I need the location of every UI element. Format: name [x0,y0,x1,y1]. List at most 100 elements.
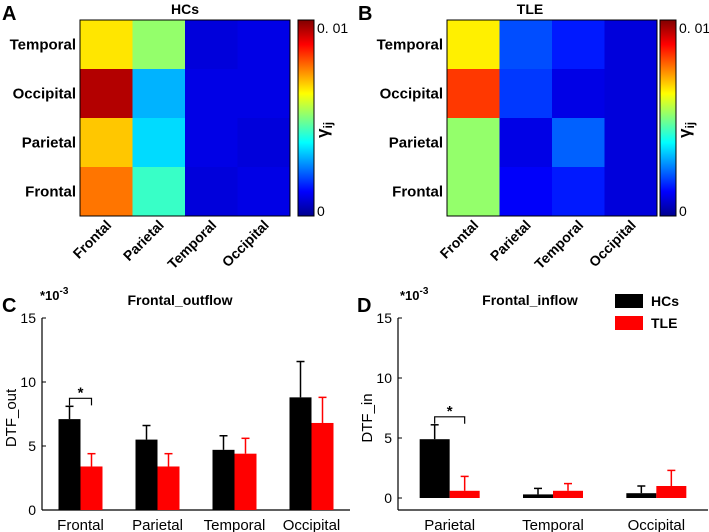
heatmap-cell-parietal-temporal [185,118,238,168]
heatmap-tle-title: TLE [517,1,543,17]
heatmap-row-label-parietal: Parietal [389,135,443,152]
heatmap-cell-temporal-occipital [604,20,658,70]
x-category-label-temporal: Temporal [522,517,584,532]
bar-chart-d-title: Frontal_inflow [482,292,578,308]
bar-hcs-parietal [135,439,158,510]
heatmap-row-label-parietal: Parietal [22,135,76,152]
heatmap-cell-occipital-parietal [499,69,553,119]
heatmap-tle-colorbar-min: 0 [679,203,687,219]
panel-letter-a: A [2,3,16,25]
bar-chart-c-ylabel: DTF_out [3,388,20,447]
heatmap-cell-temporal-frontal [80,20,133,70]
bar-hcs-occipital [289,397,312,510]
heatmap-column-label-occipital: Occipital [219,217,272,270]
heatmap-cell-parietal-frontal [80,118,133,168]
bar-hcs-temporal [523,494,553,498]
significance-star: * [447,403,453,420]
heatmap-cell-parietal-occipital [237,118,291,168]
heatmap-column-label-parietal: Parietal [487,217,534,264]
legend-label-tle: TLE [651,315,677,331]
heatmap-cell-frontal-temporal [185,167,238,217]
heatmap-cell-occipital-occipital [237,69,291,119]
heatmap-row-label-frontal: Frontal [25,184,76,201]
heatmap-cell-parietal-parietal [499,118,553,168]
heatmap-row-label-occipital: Occipital [13,86,76,103]
significance-star: * [78,384,84,401]
heatmap-cell-occipital-parietal [132,69,186,119]
y-tick-label-15: 15 [376,310,392,326]
y-tick-label-10: 10 [20,374,36,390]
heatmap-cell-parietal-occipital [604,118,658,168]
heatmap-cell-occipital-temporal [185,69,238,119]
heatmap-hcs-colorbar-label: γij [313,122,335,138]
heatmap-column-label-frontal: Frontal [70,217,115,262]
heatmap-row-label-frontal: Frontal [392,184,443,201]
heatmap-hcs-title: HCs [171,1,199,17]
svg-text:γij: γij [675,122,697,138]
x-category-label-occipital: Occipital [628,517,686,532]
heatmap-cell-occipital-occipital [604,69,658,119]
heatmap-cell-parietal-frontal [447,118,500,168]
heatmap-cell-frontal-parietal [499,167,553,217]
heatmap-hcs-colorbar [297,19,315,217]
bar-tle-frontal [80,466,103,510]
y-tick-label-10: 10 [376,370,392,386]
svg-text:DTF_out: DTF_out [3,388,20,447]
heatmap-tle-row-labels: Temporal Occipital Parietal Frontal [377,37,443,201]
heatmap-row-label-occipital: Occipital [380,86,443,103]
heatmap-cell-frontal-occipital [604,167,658,217]
bar-hcs-frontal [58,419,81,510]
y-tick-label-15: 15 [20,310,36,326]
heatmap-hcs-colorbar-max: 0. 01 [317,20,348,36]
bar-chart-c-title: Frontal_outflow [128,292,233,308]
bar-tle-occipital [656,486,687,498]
legend: HCs TLE [615,293,679,331]
heatmap-column-label-temporal: Temporal [531,217,586,272]
heatmap-column-label-temporal: Temporal [164,217,219,272]
legend-swatch-hcs [615,294,643,308]
heatmap-cell-temporal-occipital [237,20,291,70]
legend-swatch-tle [615,316,643,330]
heatmap-column-label-occipital: Occipital [586,217,639,270]
bar-chart-d-ylabel: DTF_in [359,393,376,442]
heatmap-cell-frontal-parietal [132,167,186,217]
heatmap-hcs-colorbar-min: 0 [317,203,325,219]
heatmap-row-label-temporal: Temporal [377,37,443,54]
heatmap-cell-temporal-temporal [552,20,605,70]
heatmap-cell-frontal-occipital [237,167,291,217]
bar-tle-parietal [157,466,180,510]
x-category-label-frontal: Frontal [57,517,104,532]
heatmap-cell-occipital-frontal [80,69,133,119]
svg-text:DTF_in: DTF_in [359,393,376,442]
bar-hcs-parietal [419,439,450,498]
heatmap-hcs-row-labels: Temporal Occipital Parietal Frontal [10,37,76,201]
heatmap-tle-frame [446,19,658,217]
heatmap-cell-frontal-frontal [80,167,133,217]
heatmap-tle-cells [447,20,658,217]
x-category-label-occipital: Occipital [283,517,341,532]
bar-chart-c-scale: *10-3 [40,286,69,303]
bar-hcs-temporal [212,449,235,510]
bar-tle-temporal [234,453,257,510]
bar-chart-d-scale: *10-3 [400,286,429,303]
bar-chart-c-marks: 0 5 10 15 Frontal Parietal Temporal Occipital * [20,310,350,532]
bar-chart-d-marks: 0 5 10 15 Parietal Temporal Occipital * [376,310,708,532]
heatmap-cell-parietal-temporal [552,118,605,168]
y-tick-label-5: 5 [384,430,392,446]
bar-tle-parietal [449,490,480,498]
bar-tle-occipital [311,422,334,510]
x-category-label-parietal: Parietal [424,517,475,532]
heatmap-cell-occipital-temporal [552,69,605,119]
heatmap-row-label-temporal: Temporal [10,37,76,54]
x-category-label-parietal: Parietal [132,517,183,532]
significance-bracket [68,397,93,406]
y-tick-label-0: 0 [384,490,392,506]
legend-label-hcs: HCs [651,293,679,309]
heatmap-column-label-parietal: Parietal [120,217,167,264]
panel-letter-d: D [357,295,371,317]
panel-letter-b: B [358,3,372,25]
heatmap-cell-frontal-temporal [552,167,605,217]
